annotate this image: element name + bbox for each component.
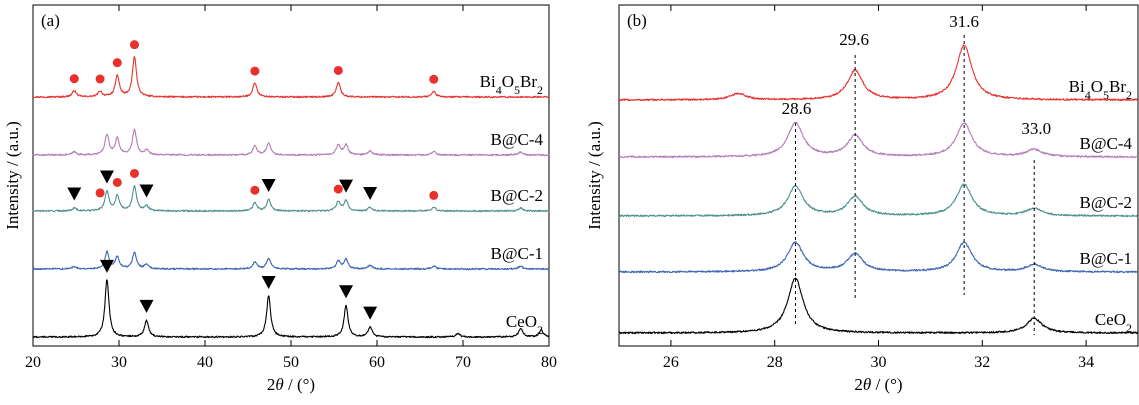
x-axis-label: 2θ / (°) [267, 375, 315, 394]
series-label-ceo2: CeO2 [1095, 310, 1132, 335]
series-line-ceo2 [618, 277, 1139, 335]
series-line-ceo2 [32, 279, 550, 339]
series-label-b-c-4: B@C-4 [491, 130, 544, 149]
series-line-b-c-4 [618, 121, 1139, 159]
series-label-ceo2: CeO2 [506, 312, 543, 337]
series-line-bi4o5br2 [618, 44, 1139, 102]
x-tick-label: 32 [974, 354, 990, 371]
peak-annotation: 28.6 [782, 99, 812, 118]
phase-marker-circle [333, 65, 343, 75]
phase-marker-circle [429, 190, 439, 200]
series-label-bi4o5br2: Bi4O5Br2 [1069, 77, 1132, 102]
phase-marker-triangle [139, 184, 154, 198]
x-tick-label: 70 [455, 354, 471, 371]
phase-marker-circle [69, 74, 79, 84]
peak-annotation: 29.6 [839, 30, 869, 49]
phase-marker-circle [112, 58, 122, 68]
phase-marker-triangle [99, 170, 114, 184]
x-tick-label: 28 [767, 354, 783, 371]
series-line-b-c-2 [618, 183, 1139, 218]
series-label-b-c-1: B@C-1 [1080, 249, 1133, 268]
phase-marker-triangle [339, 285, 354, 299]
phase-marker-circle [95, 74, 105, 84]
series-label-b-c-2: B@C-2 [491, 186, 544, 205]
phase-marker-triangle [99, 259, 114, 273]
phase-marker-triangle [139, 299, 154, 313]
peak-annotation: 31.6 [949, 12, 979, 31]
series-label-b-c-4: B@C-4 [1080, 134, 1133, 153]
x-tick-label: 60 [369, 354, 385, 371]
x-tick-label: 80 [541, 354, 557, 371]
phase-marker-circle [333, 184, 343, 194]
phase-marker-triangle [363, 187, 378, 201]
series-line-b-c-1 [618, 241, 1139, 274]
panel-b: 26 28 30 32 34 2θ / (°) Intensity / (a.u.) (b) B… [585, 4, 1139, 394]
phase-marker-circle [250, 66, 260, 76]
phase-marker-circle [112, 177, 122, 187]
x-axis-label: 2θ / (°) [854, 375, 902, 394]
series-label-b-c-2: B@C-2 [1080, 193, 1133, 212]
phase-marker-triangle [363, 306, 378, 320]
panel-a: 20 30 40 50 60 70 80 2θ / (°) Intensity / (a.u.)… [3, 4, 557, 394]
x-tick-label: 20 [25, 354, 41, 371]
x-tick-label: 40 [197, 354, 213, 371]
phase-marker-circle [250, 185, 260, 195]
x-tick-label: 50 [283, 354, 299, 371]
phase-marker-triangle [339, 179, 354, 193]
y-axis-label: Intensity / (a.u.) [3, 121, 22, 230]
x-tick-label: 34 [1078, 354, 1094, 371]
series-line-b-c-2 [32, 184, 550, 213]
series-label-bi4o5br2: Bi4O5Br2 [480, 72, 543, 97]
phase-marker-triangle [261, 178, 276, 192]
y-axis-label: Intensity / (a.u.) [585, 121, 604, 230]
series-line-b-c-1 [32, 250, 550, 271]
x-tick-label: 26 [663, 354, 679, 371]
phase-marker-triangle [261, 275, 276, 289]
plot-frame [618, 4, 1139, 347]
phase-marker-circle [95, 188, 105, 198]
series-line-b-c-4 [32, 128, 550, 157]
phase-marker-triangle [67, 187, 82, 201]
peak-annotation: 33.0 [1021, 119, 1051, 138]
x-tick-label: 30 [871, 354, 887, 371]
series-label-b-c-1: B@C-1 [491, 244, 544, 263]
panel-label: (b) [627, 11, 647, 30]
x-tick-label: 30 [111, 354, 127, 371]
panel-label: (a) [41, 11, 60, 30]
series-line-bi4o5br2 [32, 56, 550, 99]
phase-marker-circle [129, 168, 139, 178]
phase-marker-circle [129, 40, 139, 50]
phase-marker-circle [429, 74, 439, 84]
